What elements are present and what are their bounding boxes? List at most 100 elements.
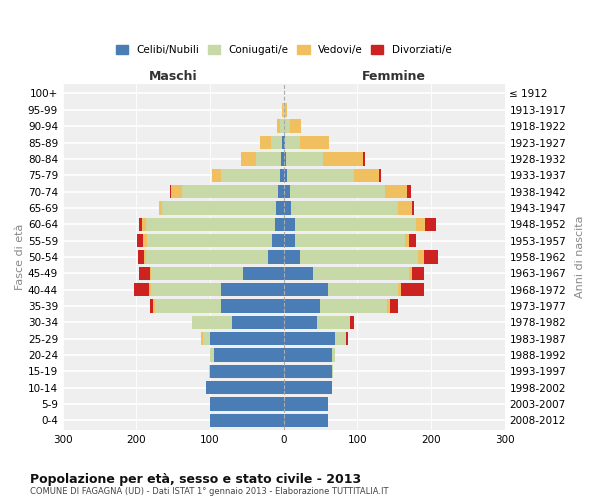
- Bar: [280, 120, 284, 133]
- Bar: [154, 299, 155, 312]
- Bar: [286, 152, 323, 166]
- Bar: [272, 234, 284, 247]
- Bar: [260, 136, 271, 149]
- Bar: [291, 201, 398, 214]
- Bar: [241, 152, 256, 166]
- Bar: [214, 348, 284, 362]
- Bar: [284, 168, 287, 182]
- Bar: [232, 316, 284, 329]
- Bar: [206, 381, 284, 394]
- Bar: [409, 266, 412, 280]
- Bar: [137, 234, 143, 247]
- Bar: [284, 266, 313, 280]
- Bar: [284, 414, 328, 427]
- Bar: [284, 234, 295, 247]
- Y-axis label: Anni di nascita: Anni di nascita: [575, 216, 585, 298]
- Bar: [221, 283, 284, 296]
- Bar: [171, 185, 182, 198]
- Bar: [170, 185, 171, 198]
- Bar: [407, 185, 411, 198]
- Bar: [409, 234, 416, 247]
- Bar: [346, 332, 348, 345]
- Bar: [328, 283, 398, 296]
- Bar: [335, 332, 346, 345]
- Bar: [320, 299, 387, 312]
- Bar: [284, 398, 328, 410]
- Bar: [284, 348, 332, 362]
- Bar: [284, 283, 328, 296]
- Text: Femmine: Femmine: [362, 70, 426, 83]
- Bar: [268, 250, 284, 264]
- Bar: [182, 185, 278, 198]
- Bar: [363, 152, 365, 166]
- Bar: [162, 201, 277, 214]
- Bar: [280, 168, 284, 182]
- Bar: [284, 103, 285, 117]
- Text: Maschi: Maschi: [149, 70, 197, 83]
- Bar: [323, 152, 363, 166]
- Bar: [387, 299, 391, 312]
- Bar: [295, 218, 416, 231]
- Bar: [150, 266, 151, 280]
- Bar: [210, 398, 284, 410]
- Bar: [282, 136, 284, 149]
- Bar: [287, 168, 353, 182]
- Bar: [284, 120, 290, 133]
- Bar: [134, 283, 149, 296]
- Bar: [284, 299, 320, 312]
- Bar: [210, 414, 284, 427]
- Bar: [143, 234, 147, 247]
- Bar: [353, 168, 379, 182]
- Bar: [203, 332, 210, 345]
- Text: COMUNE DI FAGAGNA (UD) - Dati ISTAT 1° gennaio 2013 - Elaborazione TUTTITALIA.IT: COMUNE DI FAGAGNA (UD) - Dati ISTAT 1° g…: [30, 488, 389, 496]
- Bar: [391, 299, 398, 312]
- Bar: [256, 152, 281, 166]
- Bar: [284, 332, 335, 345]
- Bar: [139, 266, 150, 280]
- Bar: [139, 218, 142, 231]
- Bar: [142, 218, 146, 231]
- Bar: [191, 316, 232, 329]
- Bar: [210, 364, 284, 378]
- Bar: [418, 250, 424, 264]
- Bar: [221, 168, 280, 182]
- Bar: [138, 250, 144, 264]
- Bar: [284, 381, 332, 394]
- Legend: Celibi/Nubili, Coniugati/e, Vedovi/e, Divorziati/e: Celibi/Nubili, Coniugati/e, Vedovi/e, Di…: [112, 40, 456, 59]
- Bar: [283, 103, 284, 117]
- Bar: [290, 120, 301, 133]
- Bar: [385, 185, 407, 198]
- Bar: [416, 218, 425, 231]
- Bar: [278, 185, 284, 198]
- Bar: [144, 250, 146, 264]
- Bar: [300, 250, 418, 264]
- Bar: [221, 299, 284, 312]
- Bar: [285, 136, 300, 149]
- Bar: [424, 250, 438, 264]
- Bar: [317, 316, 350, 329]
- Bar: [209, 364, 210, 378]
- Bar: [300, 136, 329, 149]
- Bar: [313, 266, 409, 280]
- Bar: [277, 201, 284, 214]
- Bar: [332, 364, 333, 378]
- Bar: [151, 283, 221, 296]
- Bar: [146, 218, 275, 231]
- Bar: [155, 299, 221, 312]
- Bar: [398, 201, 412, 214]
- Bar: [282, 103, 283, 117]
- Bar: [379, 168, 381, 182]
- Bar: [277, 120, 280, 133]
- Bar: [350, 316, 353, 329]
- Bar: [412, 201, 414, 214]
- Bar: [212, 168, 221, 182]
- Bar: [210, 332, 284, 345]
- Bar: [284, 364, 332, 378]
- Bar: [285, 103, 287, 117]
- Bar: [151, 266, 243, 280]
- Bar: [425, 218, 436, 231]
- Bar: [147, 234, 272, 247]
- Bar: [412, 266, 424, 280]
- Bar: [405, 234, 409, 247]
- Text: Popolazione per età, sesso e stato civile - 2013: Popolazione per età, sesso e stato civil…: [30, 472, 361, 486]
